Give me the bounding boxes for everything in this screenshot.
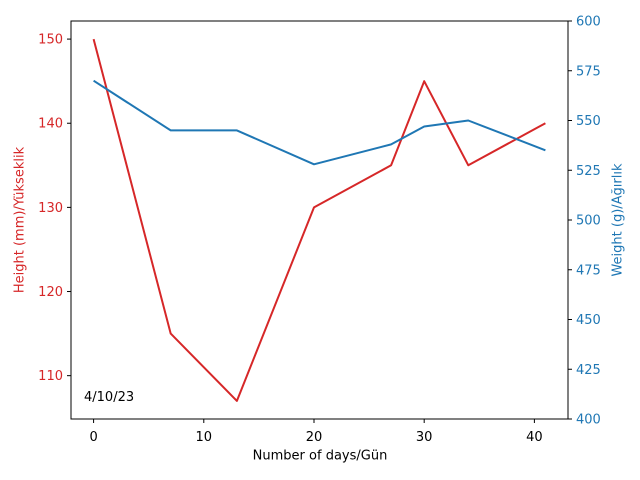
right-y-tick-label: 600: [576, 15, 601, 30]
left-y-tick-label: 120: [38, 285, 63, 300]
left-y-tick-label: 110: [38, 369, 63, 384]
right-y-tick-label: 400: [576, 413, 601, 428]
left-y-axis-label: Height (mm)/Yükseklik: [12, 146, 28, 294]
left-y-tick-label: 130: [38, 201, 63, 216]
right-y-tick-label: 450: [576, 313, 601, 328]
date-annotation: 4/10/23: [84, 390, 135, 405]
right-y-tick-label: 525: [576, 164, 601, 179]
x-tick-label: 20: [306, 430, 323, 445]
x-tick-label: 0: [89, 430, 97, 445]
x-tick-label: 30: [416, 430, 433, 445]
right-y-tick-label: 500: [576, 214, 601, 229]
height-series-line: [92, 38, 546, 402]
right-y-axis-label: Weight (g)/Ağırlık: [610, 163, 626, 277]
right-y-tick-label: 425: [576, 363, 601, 378]
right-y-tick-label: 575: [576, 64, 601, 79]
right-y-tick-label: 475: [576, 263, 601, 278]
left-y-tick-label: 150: [38, 33, 63, 48]
plot-border: [70, 20, 569, 420]
x-tick-label: 10: [196, 430, 213, 445]
x-tick-label: 40: [526, 430, 543, 445]
left-y-tick-label: 140: [38, 117, 63, 132]
x-axis-label: Number of days/Gün: [252, 448, 388, 464]
weight-series-line: [93, 79, 546, 166]
right-y-tick-label: 550: [576, 114, 601, 129]
